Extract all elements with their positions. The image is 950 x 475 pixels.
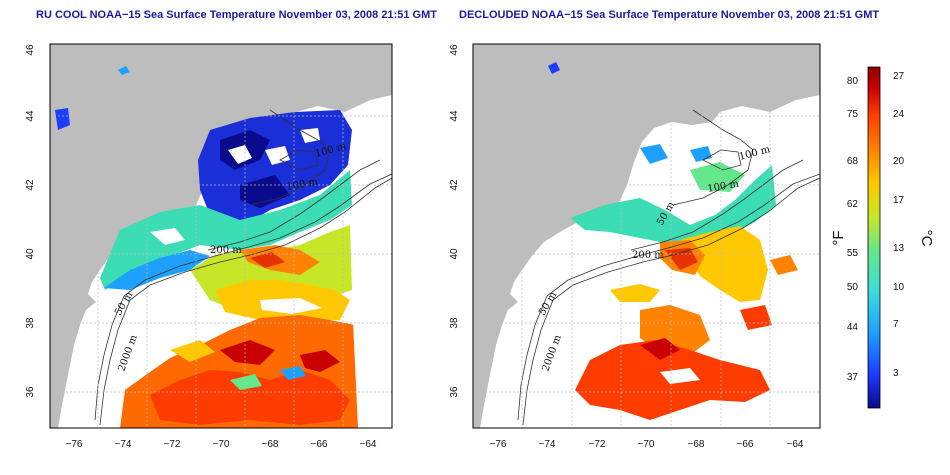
right-sst-mid <box>680 226 768 302</box>
fahrenheit-tick-label: 44 <box>847 322 859 333</box>
right-x-axis: −76 −74 −72 −70 −68 −66 −64 <box>490 439 804 450</box>
y-tick-label: 38 <box>449 317 460 329</box>
y-tick-label: 44 <box>449 110 460 122</box>
y-tick-label: 40 <box>25 248 36 260</box>
colorbar: 80 75 68 62 55 50 44 37 27 24 20 17 13 1… <box>830 66 935 409</box>
fahrenheit-tick-label: 62 <box>847 199 859 210</box>
left-map <box>50 44 392 428</box>
y-tick-label: 36 <box>449 386 460 398</box>
y-tick-label: 42 <box>449 179 460 191</box>
left-x-axis: −76 −74 −72 −70 −68 −66 −64 <box>66 439 377 450</box>
y-tick-label: 42 <box>25 179 36 191</box>
y-tick-label: 46 <box>25 44 36 56</box>
fahrenheit-tick-label: 50 <box>847 282 859 293</box>
colorbar-gradient <box>867 66 881 409</box>
right-y-axis: 46 44 42 40 38 36 <box>449 44 460 398</box>
celsius-tick-label: 7 <box>893 319 899 330</box>
x-tick-label: −68 <box>688 439 705 450</box>
celsius-tick-label: 17 <box>893 195 905 206</box>
left-map-frame <box>49 43 393 429</box>
fahrenheit-tick-label: 68 <box>847 156 859 167</box>
x-tick-label: −66 <box>737 439 754 450</box>
right-land <box>473 44 820 428</box>
left-panel-title: RU COOL NOAA−15 Sea Surface Temperature … <box>36 9 437 21</box>
celsius-tick-label: 10 <box>893 282 905 293</box>
celsius-tick-label: 13 <box>893 243 905 254</box>
fahrenheit-tick-label: 37 <box>847 372 859 383</box>
x-tick-label: −74 <box>539 439 556 450</box>
right-sst-shelf <box>570 165 776 244</box>
y-tick-label: 36 <box>25 386 36 398</box>
left-y-axis: 46 44 42 40 38 36 <box>25 44 36 398</box>
y-tick-label: 40 <box>449 248 460 260</box>
fahrenheit-tick-label: 80 <box>847 76 859 87</box>
y-tick-label: 46 <box>449 44 460 56</box>
fahrenheit-tick-label: 55 <box>847 248 859 259</box>
y-tick-label: 44 <box>25 110 36 122</box>
fahrenheit-unit-label: °F <box>830 230 847 245</box>
x-tick-label: −72 <box>589 439 606 450</box>
fahrenheit-tick-label: 75 <box>847 109 859 120</box>
celsius-tick-label: 20 <box>893 156 905 167</box>
left-land <box>50 44 392 428</box>
left-contour-2000m <box>99 177 392 426</box>
colorbar-fahrenheit-ticks: 80 75 68 62 55 50 44 37 <box>847 76 859 383</box>
x-tick-label: −70 <box>638 439 655 450</box>
celsius-tick-label: 27 <box>893 71 905 82</box>
x-tick-label: −64 <box>787 439 804 450</box>
x-tick-label: −76 <box>490 439 507 450</box>
celsius-tick-label: 24 <box>893 109 905 120</box>
right-panel-title: DECLOUDED NOAA−15 Sea Surface Temperatur… <box>459 9 880 21</box>
right-contour-label: 200 m <box>632 250 664 261</box>
right-map <box>473 44 820 428</box>
x-tick-label: −70 <box>213 439 230 450</box>
x-tick-label: −76 <box>66 439 83 450</box>
x-tick-label: −72 <box>164 439 181 450</box>
celsius-tick-label: 3 <box>893 368 899 379</box>
x-tick-label: −74 <box>115 439 132 450</box>
right-map-frame <box>472 43 821 429</box>
x-tick-label: −68 <box>262 439 279 450</box>
y-tick-label: 38 <box>25 317 36 329</box>
left-sst-shelf <box>100 170 352 290</box>
celsius-unit-label: °C <box>918 230 935 247</box>
left-contour-label: 200 m <box>210 245 242 256</box>
x-tick-label: −66 <box>311 439 328 450</box>
x-tick-label: −64 <box>360 439 377 450</box>
colorbar-celsius-ticks: 27 24 20 17 13 10 7 3 <box>893 71 905 379</box>
